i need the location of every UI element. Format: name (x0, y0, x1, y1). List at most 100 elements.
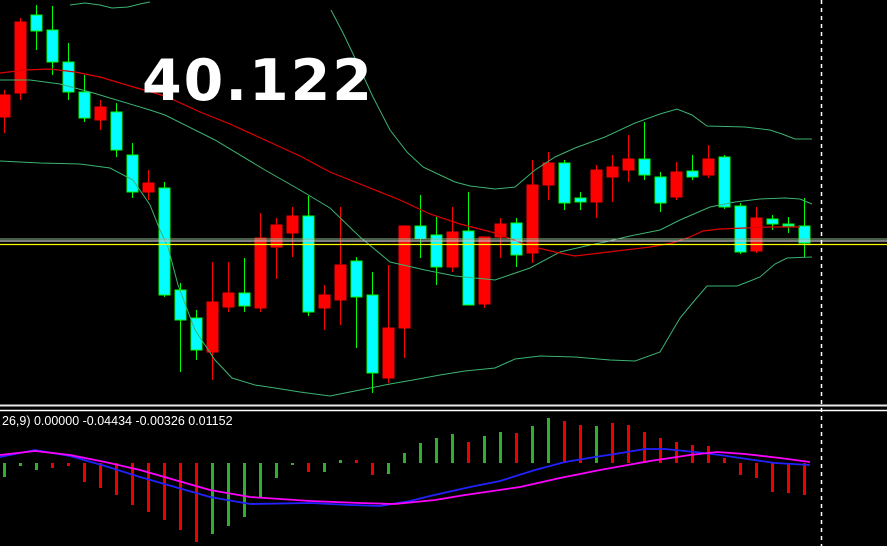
candle-body (0, 94, 11, 118)
candle-body (302, 215, 315, 313)
macd-histogram-bar (419, 443, 422, 463)
macd-histogram-bar (387, 463, 390, 474)
macd-indicator-label: 26,9) 0.00000 -0.04434 -0.00326 0.01152 (2, 414, 233, 428)
candle-body (558, 162, 571, 204)
macd-histogram-bar (547, 418, 550, 463)
candle-body (782, 223, 795, 227)
red-ma-line (0, 68, 800, 257)
candle-body (94, 106, 107, 121)
candle-body (270, 224, 283, 248)
candle-body (222, 292, 235, 308)
macd-histogram-bar (227, 463, 230, 526)
macd-histogram-bar (115, 463, 118, 495)
candle-body (446, 231, 459, 268)
macd-histogram-bar (531, 426, 534, 463)
macd-histogram-bar (307, 463, 310, 472)
macd-signal-line-magenta (0, 450, 811, 505)
macd-histogram-bar (19, 463, 22, 466)
macd-histogram-bar (739, 463, 742, 475)
macd-histogram-bar (99, 463, 102, 488)
candle-body (398, 225, 411, 329)
price-label: 40.122 (142, 48, 374, 114)
macd-histogram-bar (755, 463, 758, 478)
candle-body (110, 111, 123, 151)
candle-body (766, 218, 779, 225)
macd-histogram-bar (323, 463, 326, 472)
candle-body (718, 156, 731, 208)
macd-histogram-bar (451, 434, 454, 463)
candle-body (350, 260, 363, 298)
candle-body (702, 158, 715, 176)
candle-body (574, 197, 587, 203)
candle-body (318, 294, 331, 309)
candle-body (126, 154, 139, 193)
candle-body (590, 169, 603, 203)
candle-body (366, 294, 379, 374)
macd-histogram-bar (659, 438, 662, 463)
macd-histogram-bar (291, 463, 294, 465)
candle-body (46, 29, 59, 63)
candle-body (14, 21, 27, 94)
macd-histogram-bar (35, 463, 38, 470)
macd-histogram-bar (563, 421, 566, 463)
candle-body (654, 176, 667, 204)
candle-body (334, 264, 347, 301)
candle-body (750, 217, 763, 252)
bollinger-upper-left-line (69, 1, 151, 9)
candle-body (462, 230, 475, 306)
macd-histogram-bar (515, 433, 518, 463)
macd-histogram-bar (371, 463, 374, 475)
macd-histogram-bar (723, 458, 726, 463)
candle-body (414, 225, 427, 240)
candle-body (686, 170, 699, 178)
macd-histogram-bar (595, 426, 598, 463)
candle-body (286, 215, 299, 234)
candle-body (238, 292, 251, 307)
candle-body (606, 166, 619, 178)
macd-histogram-bar (83, 463, 86, 482)
macd-histogram-bar (243, 463, 246, 517)
candle-body (30, 14, 43, 32)
candle-body (382, 327, 395, 379)
candle-body (142, 182, 155, 193)
macd-histogram-bar (483, 436, 486, 463)
macd-histogram-bar (259, 463, 262, 497)
macd-histogram-bar (771, 463, 774, 492)
bollinger-middle-line (0, 79, 813, 281)
macd-histogram-bar (147, 463, 150, 512)
macd-histogram-bar (435, 438, 438, 463)
macd-histogram-bar (579, 425, 582, 463)
macd-histogram-bar (403, 453, 406, 463)
macd-histogram-bar (275, 463, 278, 478)
candle-body (622, 158, 635, 171)
candle-body (494, 223, 507, 238)
macd-histogram-bar (675, 442, 678, 463)
macd-histogram-bar (803, 463, 806, 495)
macd-panel-layer (0, 418, 811, 542)
macd-histogram-bar (611, 423, 614, 463)
candle-body (78, 91, 91, 119)
macd-histogram-bar (355, 460, 358, 463)
macd-line-blue (0, 448, 811, 507)
macd-histogram-bar (499, 432, 502, 463)
bollinger-lower-line (0, 160, 813, 397)
macd-histogram-bar (643, 432, 646, 463)
macd-histogram-bar (179, 463, 182, 530)
candle-body (254, 237, 267, 309)
macd-histogram-bar (3, 463, 6, 477)
macd-histogram-bar (787, 463, 790, 493)
candle-body (798, 225, 811, 244)
candle-body (174, 289, 187, 321)
macd-histogram-bar (211, 463, 214, 534)
candle-body (526, 184, 539, 254)
candle-body (190, 317, 203, 351)
candle-body (670, 171, 683, 198)
candle-body (638, 158, 651, 176)
bollinger-upper-right-line (330, 9, 812, 190)
candle-body (542, 162, 555, 186)
macd-histogram-bar (467, 442, 470, 463)
candle-body (478, 236, 491, 305)
candle-body (430, 234, 443, 268)
